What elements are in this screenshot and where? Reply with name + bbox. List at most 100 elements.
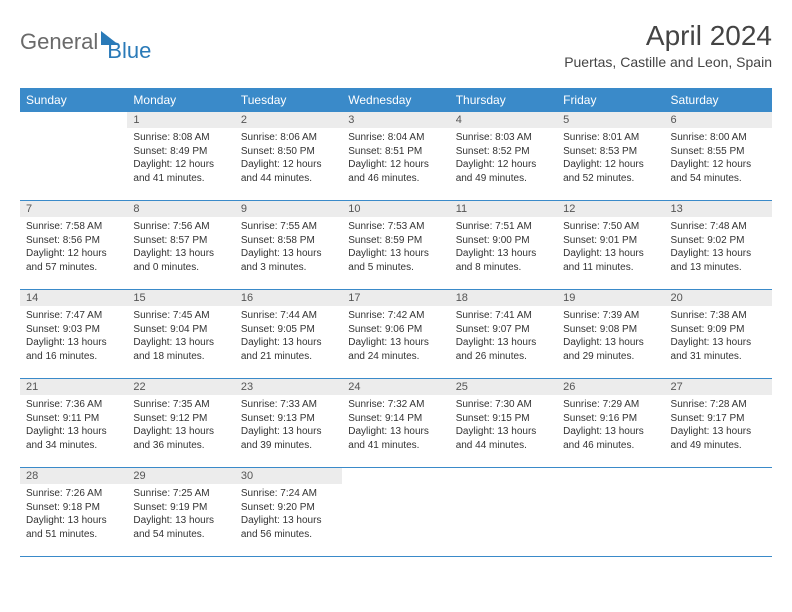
sunset-text: Sunset: 8:49 PM — [133, 145, 228, 159]
daylight-text: Daylight: 13 hours and 18 minutes. — [133, 336, 228, 363]
day-content: Sunrise: 7:56 AMSunset: 8:57 PMDaylight:… — [127, 217, 234, 279]
day-content: Sunrise: 7:28 AMSunset: 9:17 PMDaylight:… — [665, 395, 772, 457]
day-content: Sunrise: 7:50 AMSunset: 9:01 PMDaylight:… — [557, 217, 664, 279]
daylight-text: Daylight: 13 hours and 39 minutes. — [241, 425, 336, 452]
day-number: 7 — [20, 201, 127, 217]
daylight-text: Daylight: 13 hours and 11 minutes. — [563, 247, 658, 274]
daylight-text: Daylight: 13 hours and 49 minutes. — [671, 425, 766, 452]
sunrise-text: Sunrise: 7:53 AM — [348, 220, 443, 234]
sunrise-text: Sunrise: 7:58 AM — [26, 220, 121, 234]
calendar-day-cell: 12Sunrise: 7:50 AMSunset: 9:01 PMDayligh… — [557, 201, 664, 290]
day-content: Sunrise: 8:08 AMSunset: 8:49 PMDaylight:… — [127, 128, 234, 190]
day-number: 18 — [450, 290, 557, 306]
day-number: 22 — [127, 379, 234, 395]
sunset-text: Sunset: 9:01 PM — [563, 234, 658, 248]
sunrise-text: Sunrise: 7:29 AM — [563, 398, 658, 412]
sunset-text: Sunset: 9:00 PM — [456, 234, 551, 248]
daylight-text: Daylight: 13 hours and 36 minutes. — [133, 425, 228, 452]
sunset-text: Sunset: 9:03 PM — [26, 323, 121, 337]
sunrise-text: Sunrise: 7:45 AM — [133, 309, 228, 323]
sunrise-text: Sunrise: 7:42 AM — [348, 309, 443, 323]
calendar-day-cell: 3Sunrise: 8:04 AMSunset: 8:51 PMDaylight… — [342, 112, 449, 201]
sunrise-text: Sunrise: 7:32 AM — [348, 398, 443, 412]
weekday-header: Friday — [557, 88, 664, 112]
sunrise-text: Sunrise: 7:39 AM — [563, 309, 658, 323]
calendar-day-cell: 26Sunrise: 7:29 AMSunset: 9:16 PMDayligh… — [557, 379, 664, 468]
weekday-header: Tuesday — [235, 88, 342, 112]
calendar-day-cell: 28Sunrise: 7:26 AMSunset: 9:18 PMDayligh… — [20, 468, 127, 557]
day-content: Sunrise: 8:03 AMSunset: 8:52 PMDaylight:… — [450, 128, 557, 190]
daylight-text: Daylight: 13 hours and 21 minutes. — [241, 336, 336, 363]
calendar-day-cell: 16Sunrise: 7:44 AMSunset: 9:05 PMDayligh… — [235, 290, 342, 379]
sunrise-text: Sunrise: 7:28 AM — [671, 398, 766, 412]
day-content: Sunrise: 7:33 AMSunset: 9:13 PMDaylight:… — [235, 395, 342, 457]
day-number: 25 — [450, 379, 557, 395]
calendar-day-cell: 8Sunrise: 7:56 AMSunset: 8:57 PMDaylight… — [127, 201, 234, 290]
sunrise-text: Sunrise: 7:50 AM — [563, 220, 658, 234]
sunset-text: Sunset: 8:53 PM — [563, 145, 658, 159]
day-content: Sunrise: 7:42 AMSunset: 9:06 PMDaylight:… — [342, 306, 449, 368]
daylight-text: Daylight: 13 hours and 26 minutes. — [456, 336, 551, 363]
sunset-text: Sunset: 9:02 PM — [671, 234, 766, 248]
day-content: Sunrise: 7:39 AMSunset: 9:08 PMDaylight:… — [557, 306, 664, 368]
daylight-text: Daylight: 13 hours and 44 minutes. — [456, 425, 551, 452]
day-content: Sunrise: 7:51 AMSunset: 9:00 PMDaylight:… — [450, 217, 557, 279]
daylight-text: Daylight: 13 hours and 34 minutes. — [26, 425, 121, 452]
daylight-text: Daylight: 12 hours and 46 minutes. — [348, 158, 443, 185]
day-content: Sunrise: 7:44 AMSunset: 9:05 PMDaylight:… — [235, 306, 342, 368]
day-number: 8 — [127, 201, 234, 217]
calendar-day-cell: 23Sunrise: 7:33 AMSunset: 9:13 PMDayligh… — [235, 379, 342, 468]
calendar-day-cell: 13Sunrise: 7:48 AMSunset: 9:02 PMDayligh… — [665, 201, 772, 290]
day-number: 11 — [450, 201, 557, 217]
day-content: Sunrise: 7:35 AMSunset: 9:12 PMDaylight:… — [127, 395, 234, 457]
sunrise-text: Sunrise: 7:35 AM — [133, 398, 228, 412]
day-number: 24 — [342, 379, 449, 395]
calendar-week-row: 21Sunrise: 7:36 AMSunset: 9:11 PMDayligh… — [20, 379, 772, 468]
sunrise-text: Sunrise: 8:08 AM — [133, 131, 228, 145]
daylight-text: Daylight: 13 hours and 54 minutes. — [133, 514, 228, 541]
title-block: April 2024 Puertas, Castille and Leon, S… — [564, 20, 772, 70]
sunset-text: Sunset: 9:06 PM — [348, 323, 443, 337]
sunrise-text: Sunrise: 8:04 AM — [348, 131, 443, 145]
sunset-text: Sunset: 9:20 PM — [241, 501, 336, 515]
daylight-text: Daylight: 13 hours and 24 minutes. — [348, 336, 443, 363]
brand-text-gray: General — [20, 29, 98, 55]
sunset-text: Sunset: 8:51 PM — [348, 145, 443, 159]
daylight-text: Daylight: 13 hours and 0 minutes. — [133, 247, 228, 274]
page-header: General Blue April 2024 Puertas, Castill… — [20, 20, 772, 70]
sunrise-text: Sunrise: 8:01 AM — [563, 131, 658, 145]
day-content: Sunrise: 7:48 AMSunset: 9:02 PMDaylight:… — [665, 217, 772, 279]
daylight-text: Daylight: 12 hours and 54 minutes. — [671, 158, 766, 185]
day-content: Sunrise: 7:53 AMSunset: 8:59 PMDaylight:… — [342, 217, 449, 279]
sunset-text: Sunset: 8:56 PM — [26, 234, 121, 248]
calendar-day-cell — [20, 112, 127, 201]
calendar-day-cell: 20Sunrise: 7:38 AMSunset: 9:09 PMDayligh… — [665, 290, 772, 379]
weekday-header: Wednesday — [342, 88, 449, 112]
daylight-text: Daylight: 13 hours and 51 minutes. — [26, 514, 121, 541]
day-content: Sunrise: 7:58 AMSunset: 8:56 PMDaylight:… — [20, 217, 127, 279]
sunrise-text: Sunrise: 7:24 AM — [241, 487, 336, 501]
brand-logo: General Blue — [20, 20, 151, 64]
calendar-day-cell: 21Sunrise: 7:36 AMSunset: 9:11 PMDayligh… — [20, 379, 127, 468]
calendar-day-cell: 7Sunrise: 7:58 AMSunset: 8:56 PMDaylight… — [20, 201, 127, 290]
sunrise-text: Sunrise: 8:06 AM — [241, 131, 336, 145]
day-content: Sunrise: 7:32 AMSunset: 9:14 PMDaylight:… — [342, 395, 449, 457]
day-number: 27 — [665, 379, 772, 395]
daylight-text: Daylight: 13 hours and 3 minutes. — [241, 247, 336, 274]
calendar-day-cell: 14Sunrise: 7:47 AMSunset: 9:03 PMDayligh… — [20, 290, 127, 379]
day-number: 1 — [127, 112, 234, 128]
sunrise-text: Sunrise: 7:48 AM — [671, 220, 766, 234]
day-number: 21 — [20, 379, 127, 395]
daylight-text: Daylight: 12 hours and 41 minutes. — [133, 158, 228, 185]
sunset-text: Sunset: 9:07 PM — [456, 323, 551, 337]
calendar-day-cell — [450, 468, 557, 557]
sunrise-text: Sunrise: 7:55 AM — [241, 220, 336, 234]
sunset-text: Sunset: 9:17 PM — [671, 412, 766, 426]
daylight-text: Daylight: 12 hours and 57 minutes. — [26, 247, 121, 274]
day-number: 4 — [450, 112, 557, 128]
weekday-header: Monday — [127, 88, 234, 112]
daylight-text: Daylight: 13 hours and 46 minutes. — [563, 425, 658, 452]
day-content: Sunrise: 7:24 AMSunset: 9:20 PMDaylight:… — [235, 484, 342, 546]
calendar-day-cell: 18Sunrise: 7:41 AMSunset: 9:07 PMDayligh… — [450, 290, 557, 379]
location-text: Puertas, Castille and Leon, Spain — [564, 54, 772, 70]
